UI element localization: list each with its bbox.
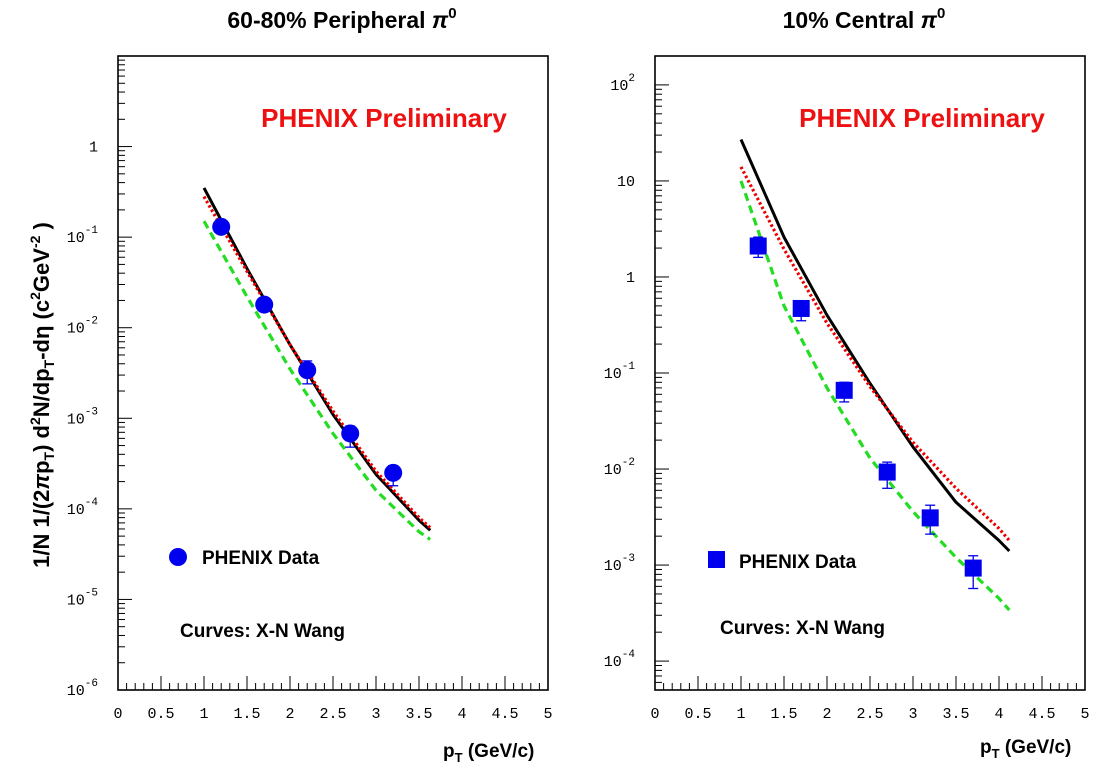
y-axis-title-part: ) (29, 222, 54, 235)
model-curve-dashed (739, 180, 1011, 612)
x-tick-label: 0 (113, 706, 122, 723)
data-point (835, 381, 853, 399)
x-tick-label: 4.5 (491, 706, 518, 723)
curves-credit-peripheral: Curves: X-N Wang (180, 621, 345, 642)
x-tick-label: 2.5 (319, 706, 346, 723)
model-curve-dashed (202, 220, 432, 541)
y-tick-label: 10-3 (604, 553, 635, 575)
x-tick-label: 2.5 (856, 706, 883, 723)
y-tick-label: 1 (626, 270, 635, 287)
x-tick-label: 3.5 (942, 706, 969, 723)
y-tick-label: 10-5 (67, 587, 98, 609)
data-point (749, 237, 767, 255)
x-tick-label: 3.5 (405, 706, 432, 723)
x-tick-label: 5 (1080, 706, 1089, 723)
preliminary-label-central: PHENIX Preliminary (799, 103, 1045, 133)
y-tick-label: 10-2 (67, 316, 98, 338)
y-axis-title-part: N/dp (29, 368, 54, 417)
y-axis-title-part: T (41, 451, 57, 460)
y-tick-label: 10-4 (67, 497, 99, 519)
y-axis-title-part: -2 (27, 235, 43, 248)
data-points-peripheral (212, 217, 403, 487)
x-tick-label: 1.5 (770, 706, 797, 723)
x-tick-label: 0 (650, 706, 659, 723)
legend-label-central: PHENIX Data (739, 552, 857, 573)
y-axis-title: 1/N 1/(2πpT) d2N/dpT-dη (c2GeV-2 ) (27, 222, 57, 568)
y-tick-label: 10-3 (67, 406, 98, 428)
y-tick-label: 10-2 (604, 457, 635, 479)
data-point (255, 295, 274, 314)
x-tick-label: 1.5 (233, 706, 260, 723)
chart-panel-peripheral: 60-80% Peripheral π0 0 0.5 1 1.5 2 2.5 3 3.5 4 4.… (67, 5, 553, 765)
x-tick-label: 4.5 (1028, 706, 1055, 723)
y-axis-title-part: 1/N 1/(2 (29, 490, 54, 568)
x-tick-label: 1 (736, 706, 745, 723)
curves-credit-central: Curves: X-N Wang (720, 618, 885, 639)
y-tick-label: 10-1 (604, 361, 636, 383)
y-axis-title-part: T (41, 359, 57, 368)
data-point (878, 463, 896, 481)
model-curve-solid (202, 187, 432, 532)
x-tick-label: 0.5 (147, 706, 174, 723)
x-tick-label: 0.5 (684, 706, 711, 723)
data-points-central (749, 236, 982, 590)
chart-title-central: 10% Central π0 (783, 5, 946, 33)
x-tick-label: 4 (994, 706, 1003, 723)
chart-panel-central: 10% Central π0 0 0.5 1 1.5 2 2.5 3 3.5 4 4.5 5 10-4… (604, 5, 1090, 761)
chart-title-peripheral: 60-80% Peripheral π0 (227, 5, 456, 33)
y-axis-title-part: -d (29, 339, 54, 360)
y-tick-label: 1 (89, 140, 98, 157)
y-tick-label: 102 (610, 73, 635, 95)
model-curve-dotted (739, 166, 1011, 542)
y-tick-label: 10 (617, 174, 635, 191)
data-point (298, 361, 317, 380)
y-axis-title-part: p (29, 460, 54, 473)
x-tick-label: 3 (371, 706, 380, 723)
x-tick-label: 4 (457, 706, 466, 723)
y-tick-label: 10-4 (604, 649, 636, 671)
legend-label-peripheral: PHENIX Data (202, 548, 320, 569)
data-point (341, 424, 360, 443)
x-tick-label: 3 (908, 706, 917, 723)
model-curves-central (739, 138, 1011, 612)
x-tick-label: 1 (199, 706, 208, 723)
y-axis-title-part: 2 (27, 417, 43, 425)
x-axis-title-peripheral: pT (GeV/c) (443, 741, 534, 765)
data-point (212, 217, 231, 236)
data-point (964, 559, 982, 577)
data-point (792, 299, 810, 317)
y-tick-label: 10-1 (67, 225, 99, 247)
x-tick-label: 2 (285, 706, 294, 723)
data-point (921, 509, 939, 527)
legend-marker-central (708, 551, 725, 568)
y-axis-title-part: ) d (29, 425, 54, 452)
y-axis-title-part: π (29, 474, 54, 490)
x-tick-label: 5 (543, 706, 552, 723)
model-curve-dotted (202, 195, 432, 529)
data-point (384, 463, 403, 482)
y-axis-title-part: (c (29, 300, 54, 326)
y-axis-title-part: 2 (27, 292, 43, 300)
y-axis-title-part: η (29, 326, 54, 339)
y-tick-label: 10-6 (67, 678, 98, 700)
axis-ticks-central: 0 0.5 1 1.5 2 2.5 3 3.5 4 4.5 5 10-4 10-3 10-2 10-1 1 10… (604, 55, 1090, 723)
preliminary-label-peripheral: PHENIX Preliminary (261, 103, 507, 133)
x-tick-label: 2 (822, 706, 831, 723)
model-curves-peripheral (202, 187, 432, 541)
legend-marker-peripheral (169, 548, 187, 566)
x-axis-title-central: pT (GeV/c) (980, 737, 1071, 761)
y-axis-title-part: GeV (29, 248, 54, 292)
axis-ticks-peripheral: 0 0.5 1 1.5 2 2.5 3 3.5 4 4.5 5 10-6 10-5 10-4 10-3 10-… (67, 55, 553, 723)
